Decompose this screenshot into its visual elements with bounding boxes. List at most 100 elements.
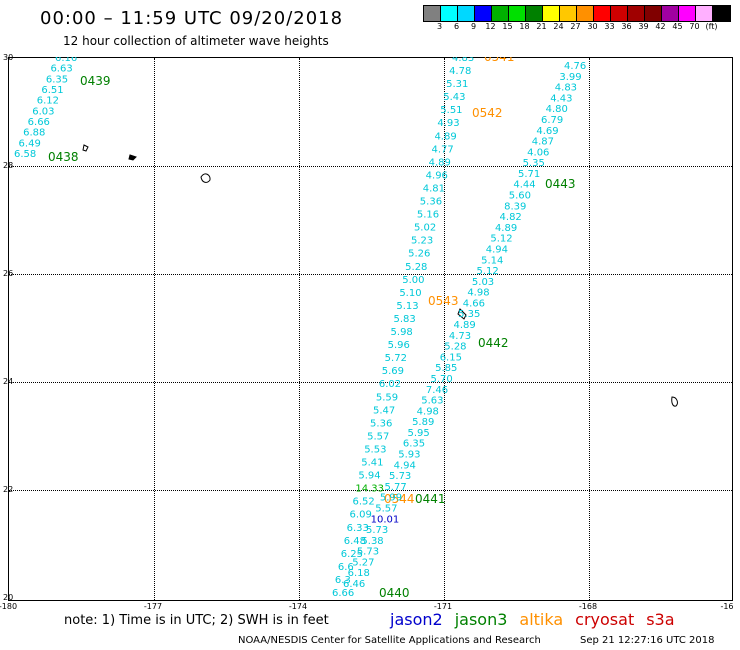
color-scale-label: 33 <box>604 22 615 31</box>
track-value: 5.14 <box>481 255 503 266</box>
track-value: 4.89 <box>495 223 517 234</box>
track-value: 4.89 <box>429 157 451 168</box>
grid-line-h <box>9 274 732 275</box>
track-value: 4.82 <box>500 212 522 223</box>
orbit-label: 0543 <box>428 294 459 308</box>
track-value: 6.09 <box>350 510 372 521</box>
color-swatch <box>611 6 628 21</box>
color-scale-labels: 3 6 9 12 15 18 21 24 27 30 33 36 39 42 45 70 (ft) <box>423 22 729 34</box>
satellite-legend-jason3: jason3 <box>454 610 508 629</box>
grid-line-v <box>589 58 590 600</box>
track-value: 7.46 <box>426 385 448 396</box>
track-value: 4.80 <box>546 104 568 115</box>
track-value: 5.85 <box>435 363 457 374</box>
track-value: 3.99 <box>559 72 581 83</box>
track-value: 5.77 <box>384 482 406 493</box>
altimeter-tracks: 6.166.636.356.516.126.036.666.886.496.58… <box>14 57 586 600</box>
track-value: 5.47 <box>373 405 395 416</box>
track-value: 6.79 <box>541 115 563 126</box>
color-swatch <box>492 6 509 21</box>
lon-label: -16 <box>720 602 734 611</box>
lon-label: -180 <box>0 602 18 611</box>
track-value: 5.95 <box>407 428 429 439</box>
color-swatch <box>509 6 526 21</box>
lat-label: 22 <box>3 485 14 494</box>
track-value: 6.02 <box>379 379 401 390</box>
color-scale-label: 36 <box>621 22 632 31</box>
orbit-label: 0544 <box>384 492 415 506</box>
track-value: 5.71 <box>518 169 540 180</box>
track-value: 4.83 <box>452 57 474 64</box>
color-scale-label: 45 <box>672 22 683 31</box>
track-value: 6.58 <box>14 149 36 160</box>
track-value: 5.10 <box>399 288 421 299</box>
lat-label: 30 <box>3 53 14 62</box>
track-value: 6.35 <box>46 74 68 85</box>
color-swatch <box>696 6 713 21</box>
track-value: 4.93 <box>437 118 459 129</box>
track-value: 5.38 <box>361 536 383 547</box>
lat-label: 28 <box>3 161 14 170</box>
orbit-label: 0443 <box>545 177 576 191</box>
lat-label: 20 <box>3 593 14 602</box>
color-swatch <box>560 6 577 21</box>
track-value: 4.73 <box>449 331 471 342</box>
color-swatch <box>424 6 441 21</box>
track-value: 5.00 <box>402 275 424 286</box>
track-value: 6.18 <box>348 568 370 579</box>
track-value: 5.35 <box>458 309 480 320</box>
map-frame[interactable] <box>8 57 733 601</box>
track-value: 5.94 <box>358 471 380 482</box>
color-scale-label: 15 <box>502 22 513 31</box>
track-value: 8.39 <box>504 201 526 212</box>
grid-line-h <box>9 166 732 167</box>
track-value: 5.98 <box>391 327 413 338</box>
track-value: 6.03 <box>32 106 54 117</box>
track-value: 5.99 <box>380 493 402 504</box>
track-value: 5.23 <box>411 236 433 247</box>
track-value: 5.96 <box>388 340 410 351</box>
satellite-legend-cryosat: cryosat <box>575 610 635 629</box>
island-outline <box>128 154 137 161</box>
color-scale-label: 27 <box>570 22 581 31</box>
color-scale-label: 18 <box>519 22 530 31</box>
track-value: 5.27 <box>352 557 374 568</box>
color-swatch <box>458 6 475 21</box>
track-value: 4.78 <box>449 66 471 77</box>
track-value: 5.35 <box>523 158 545 169</box>
lon-label: -174 <box>288 602 308 611</box>
track-value: 4.89 <box>454 320 476 331</box>
track-value: 6.48 <box>344 536 366 547</box>
track-value: 6.63 <box>50 64 72 75</box>
track-value: 4.44 <box>513 180 535 191</box>
lon-label: -168 <box>578 602 598 611</box>
track-value: 4.77 <box>432 144 454 155</box>
track-value: 4.76 <box>564 61 586 72</box>
footer-timestamp: Sep 21 12:27:16 UTC 2018 <box>580 635 715 646</box>
track-value: 5.57 <box>375 503 397 514</box>
track-value: 5.41 <box>361 458 383 469</box>
color-scale-label: 30 <box>587 22 598 31</box>
track-value: 5.16 <box>417 210 439 221</box>
track-value: 6.46 <box>343 579 365 590</box>
track-value: 6.3 <box>335 575 351 586</box>
track-value: 4.69 <box>536 126 558 137</box>
track-value: 5.26 <box>408 249 430 260</box>
track-value: 5.70 <box>430 374 452 385</box>
color-scale-label: 9 <box>470 22 477 31</box>
track-value: 5.73 <box>366 525 388 536</box>
track-value: 5.36 <box>420 197 442 208</box>
track-value: 4.94 <box>486 244 508 255</box>
track-value: 5.03 <box>472 277 494 288</box>
color-swatch <box>713 6 730 21</box>
color-scale-label: 39 <box>638 22 649 31</box>
track-value: 5.53 <box>364 444 386 455</box>
track-value: 4.89 <box>434 131 456 142</box>
track-value: 4.96 <box>426 170 448 181</box>
track-value: 5.60 <box>509 191 531 202</box>
color-scale-label: 12 <box>485 22 496 31</box>
color-scale-label: 42 <box>655 22 666 31</box>
track-value: 6.88 <box>23 128 45 139</box>
satellite-legend-s3a: s3a <box>646 610 675 629</box>
color-scale-label: (ft) <box>705 22 718 31</box>
